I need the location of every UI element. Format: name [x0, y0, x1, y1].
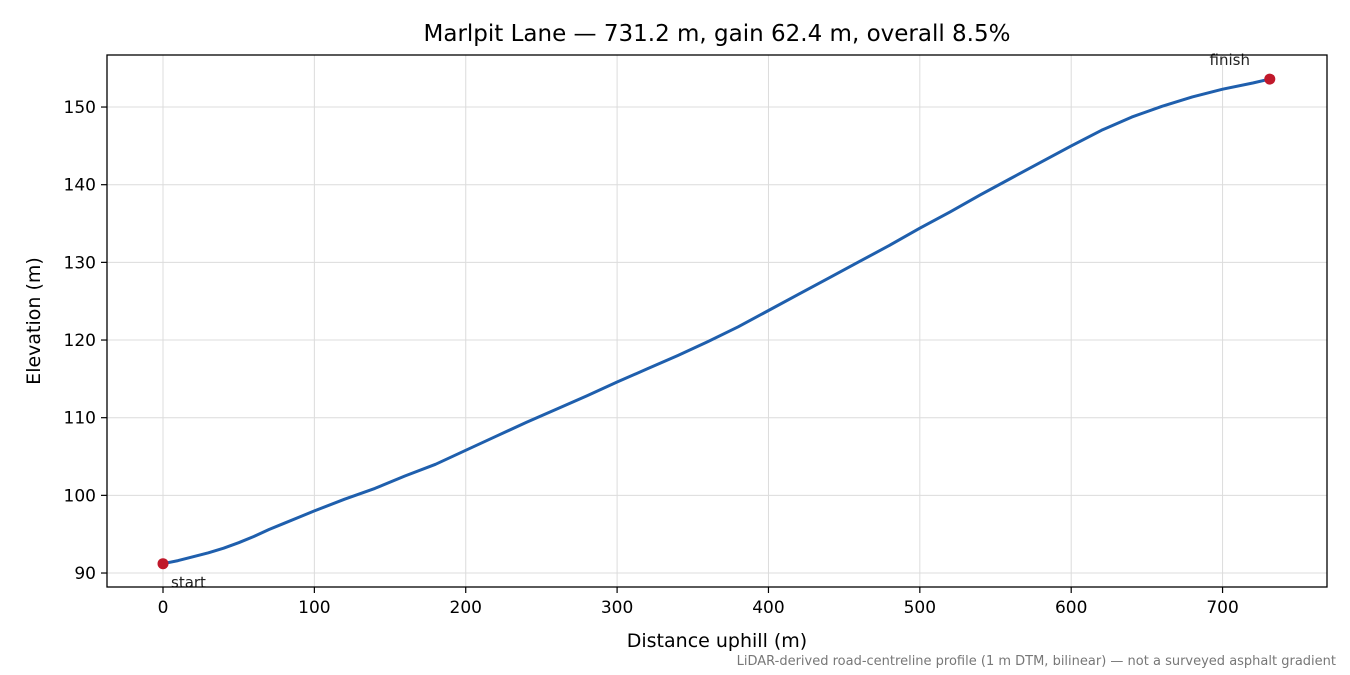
finish-marker — [1264, 73, 1276, 85]
finish-label: finish — [1210, 51, 1250, 69]
y-tick-label: 100 — [64, 486, 96, 506]
x-tick-label: 600 — [1055, 598, 1087, 618]
x-tick-label: 0 — [158, 598, 169, 618]
y-tick-label: 120 — [64, 331, 96, 351]
x-tick-label: 100 — [298, 598, 330, 618]
x-axis-title: Distance uphill (m) — [627, 630, 807, 652]
axis-ticks: 0 100 200 300 400 500 600 700 90 100 110 120 130 140 1… — [64, 98, 1239, 618]
start-marker — [157, 558, 169, 570]
x-tick-label: 200 — [450, 598, 482, 618]
elevation-line — [161, 77, 1272, 566]
x-tick-label: 700 — [1206, 598, 1238, 618]
x-tick-label: 300 — [601, 598, 633, 618]
start-label: start — [171, 574, 206, 592]
grid-lines — [107, 55, 1327, 587]
y-tick-label: 140 — [64, 176, 96, 196]
x-tick-label: 500 — [904, 598, 936, 618]
footnote: LiDAR-derived road-centreline profile (1… — [737, 654, 1336, 669]
x-tick-label: 400 — [752, 598, 784, 618]
plot-data: start finish — [157, 51, 1276, 592]
y-tick-label: 130 — [64, 253, 96, 273]
y-tick-label: 90 — [74, 564, 96, 584]
y-tick-label: 110 — [64, 409, 96, 429]
y-tick-label: 150 — [64, 98, 96, 118]
y-axis-title: Elevation (m) — [23, 257, 45, 385]
chart-title: Marlpit Lane — 731.2 m, gain 62.4 m, ove… — [424, 21, 1011, 47]
plot-frame — [106, 54, 1328, 588]
